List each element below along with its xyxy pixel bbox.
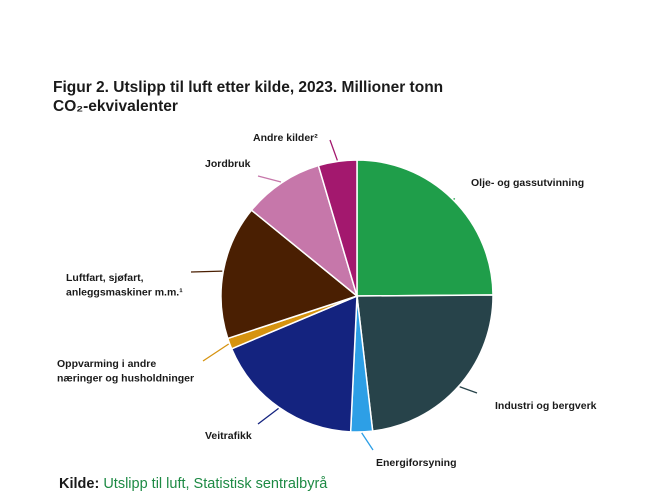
chart-title-line-2: CO₂-ekvivalenter: [53, 97, 178, 115]
slice-label-industri-og-bergverk: Industri og bergverk: [495, 400, 597, 412]
pie-slice-jordbruk: [250, 164, 359, 299]
leader-line-andre-kilder: [329, 139, 338, 161]
source-prefix: Kilde:: [59, 476, 100, 492]
pie-slice-industri-og-bergverk: [356, 294, 494, 432]
leader-line-energiforsyning: [361, 432, 374, 451]
leader-lines: [190, 139, 478, 451]
source-link[interactable]: Utslipp til luft, Statistisk sentralbyrå: [103, 476, 328, 492]
pie-slices: [220, 159, 494, 433]
chart-title: Figur 2. Utslipp til luft etter kilde, 2…: [53, 79, 473, 116]
leader-line-luftfart-sjøfart-anleggsmaskiner-m-m: [190, 270, 223, 273]
pie-slice-andre-kilder: [317, 159, 358, 297]
chart-title-line-1: Figur 2. Utslipp til luft etter kilde, 2…: [53, 79, 444, 96]
leader-line-jordbruk: [257, 175, 282, 183]
leader-line-industri-og-bergverk: [459, 386, 478, 394]
pie-slice-olje-og-gassutvinning: [356, 159, 494, 297]
source-note: Kilde: Utslipp til luft, Statistisk sent…: [59, 476, 327, 492]
pie-slice-luftfart-sjøfart-anleggsmaskiner-m-m: [220, 209, 359, 340]
slice-label-olje-og-gassutvinning: Olje- og gassutvinning: [471, 177, 584, 189]
slice-label-energiforsyning: Energiforsyning: [376, 457, 457, 469]
slice-label-andre-kilder: Andre kilder²: [253, 132, 318, 144]
slice-labels: Olje- og gassutvinning Industri og bergve…: [57, 132, 597, 469]
leader-line-veitrafikk: [257, 407, 279, 425]
slice-label-oppvarming-i-andre-næringer-og-husholdninger: Oppvarming i andre næringer og husholdnin…: [57, 358, 194, 385]
slice-label-jordbruk: Jordbruk: [205, 158, 251, 170]
slice-label-luftfart-sjøfart-anleggsmaskiner-m-m: Luftfart, sjøfart, anleggsmaskiner m.m.¹: [66, 272, 183, 299]
slice-label-veitrafikk: Veitrafikk: [205, 430, 252, 442]
leader-line-oppvarming-i-andre-næringer-og-husholdninger: [202, 343, 230, 362]
pie-slice-veitrafikk: [230, 294, 358, 433]
